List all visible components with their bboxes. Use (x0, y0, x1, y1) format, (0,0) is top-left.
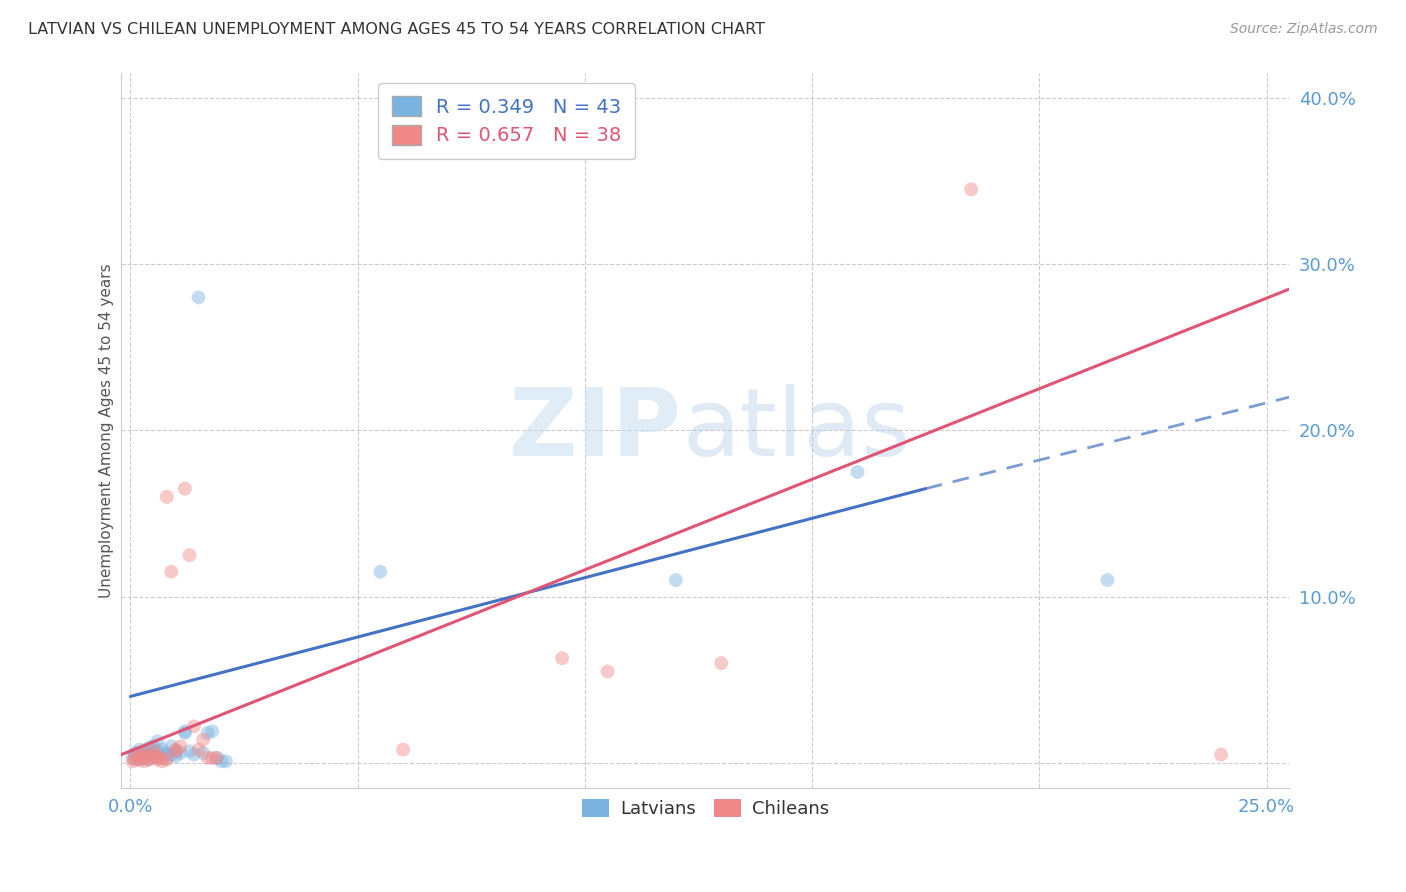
Point (128, 753, 150, 767)
Text: ZIP: ZIP (509, 384, 682, 476)
Point (128, 753, 150, 767)
Point (183, 719, 205, 733)
Point (165, 742, 187, 756)
Point (1209, 747, 1232, 762)
Point (156, 751, 179, 765)
Point (665, 573, 688, 587)
Point (156, 746, 179, 760)
Point (187, 742, 209, 756)
Point (174, 726, 197, 740)
Point (138, 753, 160, 767)
Point (146, 751, 169, 765)
Point (215, 754, 238, 768)
Text: atlas: atlas (682, 384, 910, 476)
Point (142, 749, 165, 764)
Point (551, 651, 574, 665)
Legend: Latvians, Chileans: Latvians, Chileans (575, 792, 837, 825)
Point (846, 465, 869, 479)
Point (128, 749, 150, 764)
Point (124, 746, 146, 760)
Point (132, 747, 155, 762)
Point (209, 754, 232, 768)
Point (165, 744, 187, 758)
Point (132, 744, 155, 758)
Point (142, 751, 165, 765)
Point (132, 751, 155, 765)
Text: LATVIAN VS CHILEAN UNEMPLOYMENT AMONG AGES 45 TO 54 YEARS CORRELATION CHART: LATVIAN VS CHILEAN UNEMPLOYMENT AMONG AG… (28, 22, 765, 37)
Y-axis label: Unemployment Among Ages 45 to 54 years: Unemployment Among Ages 45 to 54 years (100, 263, 114, 598)
Point (138, 753, 160, 767)
Point (179, 744, 201, 758)
Point (160, 565, 183, 579)
Point (146, 749, 169, 764)
Point (710, 656, 733, 670)
Point (138, 749, 160, 764)
Text: Source: ZipAtlas.com: Source: ZipAtlas.com (1230, 22, 1378, 37)
Point (370, 565, 392, 579)
Point (156, 490, 179, 504)
Point (392, 742, 415, 756)
Point (132, 751, 155, 765)
Point (142, 742, 165, 756)
Point (128, 747, 150, 762)
Point (150, 742, 173, 756)
Point (205, 751, 228, 765)
Point (156, 753, 179, 767)
Point (169, 746, 191, 760)
Point (128, 747, 150, 762)
Point (160, 747, 183, 762)
Point (197, 751, 219, 765)
Point (160, 739, 183, 754)
Point (124, 753, 146, 767)
Point (191, 746, 214, 760)
Point (128, 742, 150, 756)
Point (124, 747, 146, 762)
Point (201, 751, 224, 765)
Point (191, 732, 214, 747)
Point (138, 741, 160, 756)
Point (205, 751, 228, 765)
Point (132, 746, 155, 760)
Point (142, 744, 165, 758)
Point (183, 747, 205, 762)
Point (146, 753, 169, 767)
Point (138, 746, 160, 760)
Point (201, 724, 224, 739)
Point (165, 749, 187, 764)
Point (1097, 573, 1119, 587)
Point (150, 754, 173, 768)
Point (174, 724, 197, 739)
Point (596, 665, 619, 679)
Point (142, 747, 165, 762)
Point (146, 744, 169, 758)
Point (187, 290, 209, 304)
Point (146, 734, 169, 748)
Point (121, 754, 143, 768)
Point (174, 482, 197, 496)
Point (121, 751, 143, 765)
Point (179, 548, 201, 562)
Point (132, 754, 155, 768)
Point (127, 749, 149, 764)
Point (150, 751, 173, 765)
Point (124, 751, 146, 765)
Point (197, 726, 219, 740)
Point (960, 182, 983, 196)
Point (165, 744, 187, 758)
Point (169, 739, 191, 754)
Point (150, 747, 173, 762)
Point (142, 739, 165, 754)
